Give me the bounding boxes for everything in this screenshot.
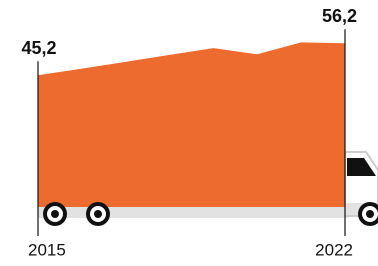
wheel	[43, 202, 67, 226]
plot	[38, 42, 345, 207]
value-label: 56,2	[322, 6, 357, 26]
value-label: 45,2	[21, 38, 56, 58]
area	[38, 42, 345, 207]
x-tick-label: 2022	[315, 240, 353, 259]
chart: 2015 45,2 2022 56,2	[0, 0, 378, 266]
wheel	[86, 202, 110, 226]
x-tick-label: 2015	[28, 240, 66, 259]
